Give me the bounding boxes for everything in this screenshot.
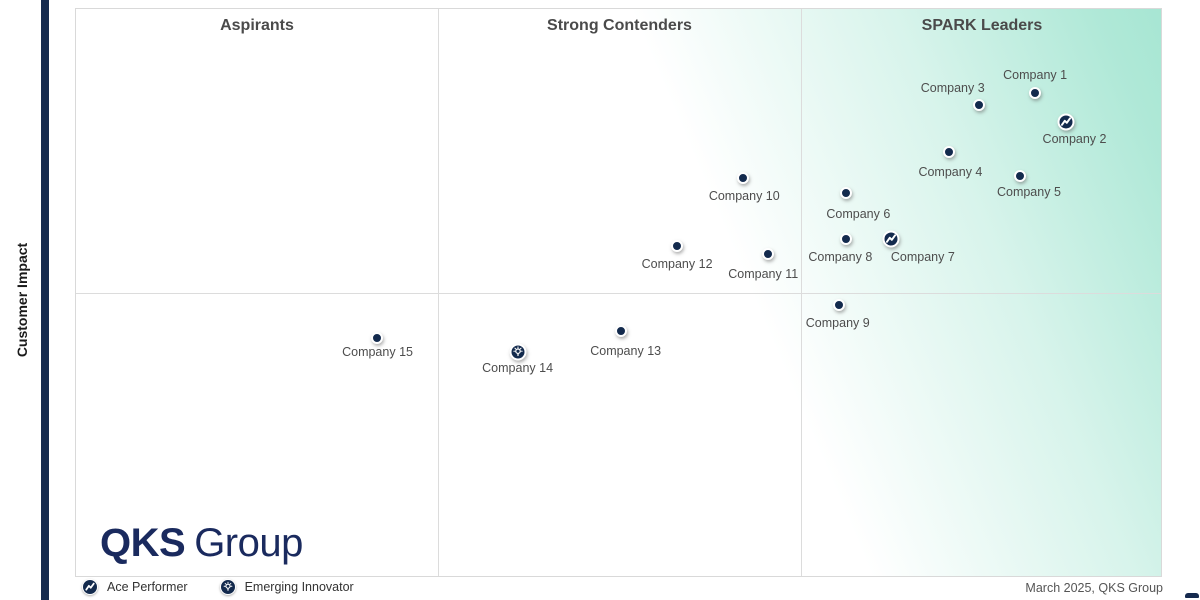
- company-marker-dot: [943, 146, 956, 159]
- company-marker-dot: [762, 247, 775, 260]
- quadrant-header-strong-contenders: Strong Contenders: [547, 17, 692, 34]
- legend-label: Ace Performer: [107, 580, 188, 594]
- company-label: Company 13: [590, 344, 662, 359]
- company-marker-dot: [840, 187, 853, 200]
- company-label: Company 5: [996, 185, 1061, 200]
- left-accent-bar: [41, 0, 49, 600]
- qks-group-logo: QKS Group: [100, 521, 303, 566]
- legend-label: Emerging Innovator: [244, 580, 354, 594]
- company-marker-dot: [370, 331, 383, 344]
- logo-text-light: Group: [194, 521, 303, 565]
- quadrant-header-aspirants: Aspirants: [220, 17, 294, 34]
- company-marker-dot: [614, 325, 627, 338]
- quadrant-divider-vertical-2: [801, 9, 802, 576]
- company-marker-dot: [671, 240, 684, 252]
- emerging-innovator-icon: [219, 579, 236, 595]
- chart-plot: Aspirants Strong Contenders SPARK Leader…: [75, 8, 1162, 577]
- legend: Ace Performer Emerging Innovator: [82, 579, 354, 595]
- quadrant-divider-vertical-1: [438, 9, 439, 576]
- company-label: Company 12: [641, 257, 713, 271]
- company-label: Company 14: [482, 361, 554, 376]
- company-label: Company 4: [918, 165, 983, 180]
- company-label: Company 9: [805, 315, 870, 330]
- company-marker-dot: [840, 233, 853, 246]
- company-marker-dot: [972, 99, 985, 112]
- corner-brand-mark: [1185, 593, 1199, 598]
- company-label: Company 2: [1042, 132, 1107, 147]
- ace-performer-icon: [882, 230, 900, 248]
- emerging-innovator-icon: [509, 343, 527, 361]
- company-label: Company 8: [808, 250, 873, 265]
- company-label: Company 11: [728, 266, 799, 281]
- ace-performer-icon: [1057, 113, 1075, 131]
- company-marker-dot: [832, 298, 845, 311]
- company-label: Company 6: [826, 207, 891, 222]
- legend-item-ace-performer: Ace Performer: [82, 579, 188, 595]
- y-axis-label: Customer Impact: [14, 242, 30, 358]
- quadrant-header-spark-leaders: SPARK Leaders: [921, 17, 1043, 34]
- company-marker-dot: [737, 171, 750, 184]
- company-label: Company 10: [708, 188, 780, 203]
- company-label: Company 3: [920, 81, 985, 96]
- company-marker-dot: [1013, 170, 1026, 183]
- legend-item-emerging-innovator: Emerging Innovator: [219, 579, 354, 595]
- company-marker-dot: [1029, 87, 1042, 100]
- publication-date-note: March 2025, QKS Group: [1025, 581, 1163, 595]
- ace-performer-icon: [82, 579, 98, 595]
- quadrant-divider-horizontal: [76, 293, 1161, 294]
- logo-text-bold: QKS: [100, 521, 186, 565]
- company-label: Company 15: [342, 344, 413, 359]
- company-label: Company 7: [890, 250, 955, 265]
- company-label: Company 1: [1003, 68, 1068, 83]
